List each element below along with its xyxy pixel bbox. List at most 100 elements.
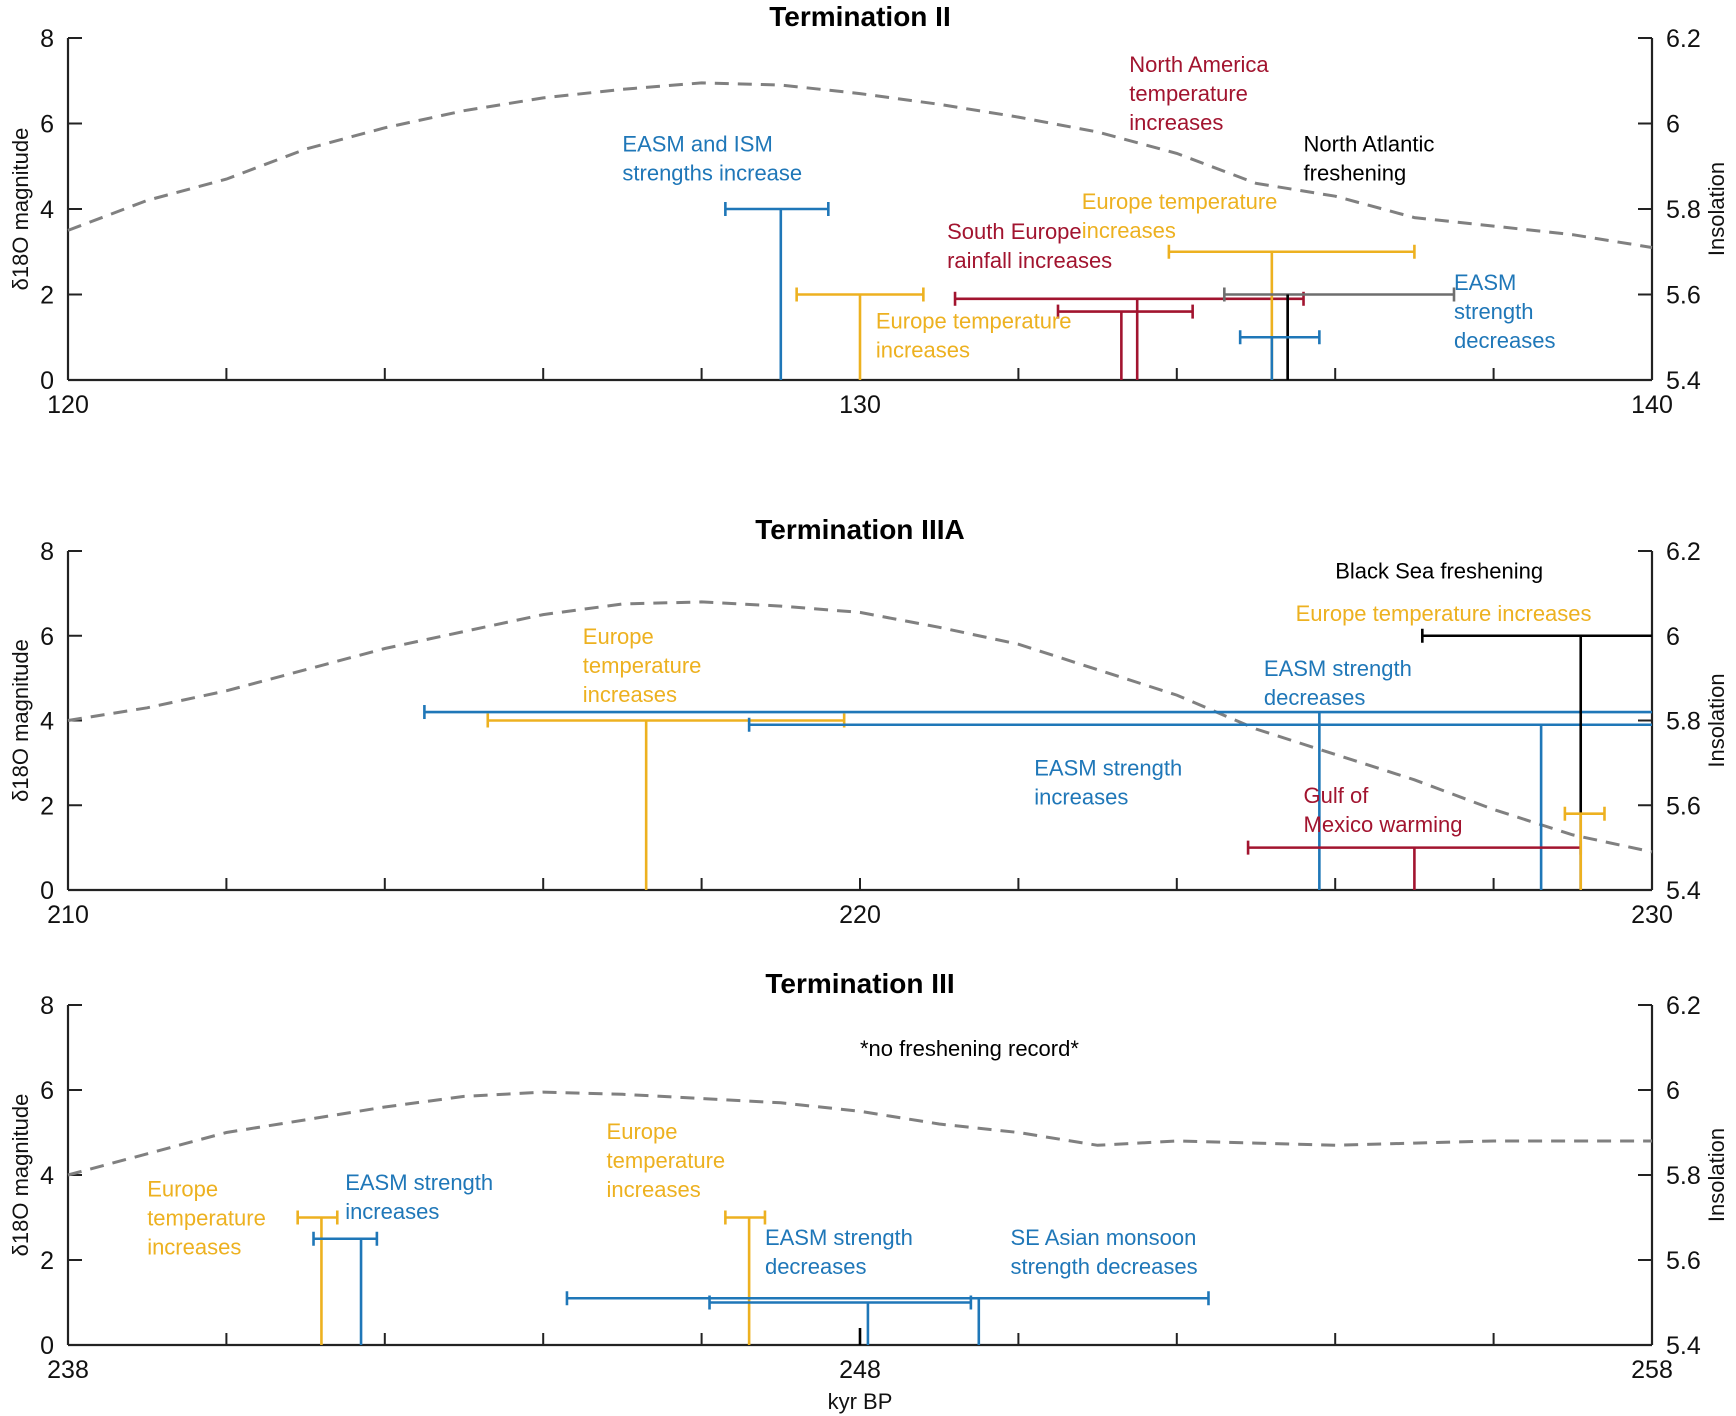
annotation-text: South Europe	[947, 219, 1082, 244]
y-tick-label: 4	[40, 708, 54, 736]
y-axis-label: δ18O magnitude	[8, 1094, 33, 1257]
annotation-text: Europe	[147, 1176, 218, 1201]
panel-2: Termination IIIA 210 220 230 0 2 4 6 8 5.4 5.6 5.8 6…	[8, 514, 1729, 929]
annotation-text: decreases	[765, 1254, 867, 1279]
y2-tick-label: 6	[1666, 111, 1680, 139]
y-tick-label: 6	[40, 111, 54, 139]
event-marker	[565, 1291, 1210, 1345]
x-tick-label: 120	[47, 391, 89, 419]
annotation-text: Europe temperature increases	[1296, 601, 1592, 626]
event-marker	[1563, 806, 1606, 890]
event-marker	[795, 287, 925, 380]
x-tick-label: 220	[839, 901, 881, 929]
panel-title: Termination III	[765, 968, 954, 999]
y2-tick-label: 5.6	[1666, 282, 1701, 310]
y2-tick-label: 5.8	[1666, 1162, 1701, 1190]
annotation-text: temperature	[607, 1148, 726, 1173]
annotation-text: Mexico warming	[1304, 812, 1463, 837]
y2-tick-label: 5.6	[1666, 1247, 1701, 1275]
annotation-text: increases	[607, 1177, 701, 1202]
y2-axis-label: Insolation	[1704, 1128, 1729, 1222]
y-axis-label: δ18O magnitude	[8, 639, 33, 802]
annotation-text: Black Sea freshening	[1335, 559, 1543, 584]
y-tick-label: 8	[40, 992, 54, 1020]
annotation-text: temperature	[147, 1205, 266, 1230]
x-tick-label: 258	[1631, 1356, 1673, 1384]
annotation-text: EASM strength	[1034, 756, 1182, 781]
y-tick-label: 4	[40, 1162, 54, 1190]
x-tick-label: 140	[1631, 391, 1673, 419]
x-tick-label: 230	[1631, 901, 1673, 929]
annotation-text: *no freshening record*	[860, 1036, 1079, 1061]
annotation-text: Europe	[583, 624, 654, 649]
y2-axis-label: Insolation	[1704, 673, 1729, 767]
event-marker	[708, 1295, 973, 1345]
x-tick-label: 130	[839, 391, 881, 419]
event-marker	[423, 705, 1652, 890]
annotation-text: increases	[1082, 218, 1176, 243]
panel-1: Termination II 120 130 140 0 2 4 6 8 5.4 5.6 5.8 6 6.…	[8, 1, 1729, 419]
annotation-text: EASM strength	[1264, 656, 1412, 681]
annotation-text: EASM strength	[345, 1170, 493, 1195]
panel-title: Termination IIIA	[755, 514, 965, 545]
annotation-text: strength	[1454, 299, 1534, 324]
event-marker	[747, 717, 1652, 890]
y2-axis-label: Insolation	[1704, 162, 1729, 256]
event-marker	[1238, 330, 1321, 380]
annotation-text: decreases	[1264, 685, 1366, 710]
annotation-text: Gulf of	[1304, 783, 1370, 808]
annotation-text: Europe temperature	[876, 309, 1072, 334]
annotation-text: increases	[147, 1234, 241, 1259]
y-tick-label: 2	[40, 1247, 54, 1275]
panel-3: Termination III 238 248 258 0 2 4 6 8 5.4 5.6 5.8 6 6…	[8, 968, 1729, 1414]
y2-tick-label: 5.4	[1666, 877, 1701, 905]
annotation-text: temperature	[583, 653, 702, 678]
event-marker	[724, 202, 830, 380]
insolation-curve	[67, 81, 1653, 249]
annotation-text: increases	[876, 338, 970, 363]
y-tick-label: 4	[40, 196, 54, 224]
x-tick-label: 210	[47, 901, 89, 929]
annotation-text: Europe	[607, 1119, 678, 1144]
annotation-text: increases	[583, 682, 677, 707]
event-marker	[1056, 304, 1194, 380]
event-marker	[312, 1231, 379, 1345]
annotation-text: North America	[1129, 52, 1269, 77]
annotation-text: temperature	[1129, 81, 1248, 106]
y-tick-label: 8	[40, 25, 54, 53]
annotation-text: North Atlantic	[1304, 131, 1435, 156]
annotation-text: EASM	[1454, 270, 1516, 295]
y-tick-label: 0	[40, 1332, 54, 1360]
annotation-text: Europe temperature	[1082, 189, 1278, 214]
y2-tick-label: 6	[1666, 1077, 1680, 1105]
x-tick-label: 248	[839, 1356, 881, 1384]
annotation-text: EASM and ISM	[622, 131, 772, 156]
y-tick-label: 2	[40, 792, 54, 820]
y-axis-label: δ18O magnitude	[8, 128, 33, 291]
y2-tick-label: 6.2	[1666, 992, 1701, 1020]
annotation-text: EASM strength	[765, 1225, 913, 1250]
annotation-text: increases	[1129, 110, 1223, 135]
y2-tick-label: 5.8	[1666, 708, 1701, 736]
y2-tick-label: 5.4	[1666, 367, 1701, 395]
annotation-text: strengths increase	[622, 160, 802, 185]
annotation-text: decreases	[1454, 328, 1556, 353]
annotation-text: strength decreases	[1010, 1254, 1197, 1279]
panel-title: Termination II	[769, 1, 951, 32]
annotation-text: rainfall increases	[947, 248, 1112, 273]
y-tick-label: 8	[40, 538, 54, 566]
y-tick-label: 0	[40, 877, 54, 905]
annotation-text: SE Asian monsoon	[1010, 1225, 1196, 1250]
y-tick-label: 2	[40, 282, 54, 310]
y2-tick-label: 5.8	[1666, 196, 1701, 224]
y-tick-label: 6	[40, 1077, 54, 1105]
event-marker	[486, 713, 846, 890]
y2-tick-label: 6	[1666, 623, 1680, 651]
annotation-text: freshening	[1304, 160, 1407, 185]
x-axis-label: kyr BP	[828, 1389, 893, 1414]
y2-tick-label: 5.4	[1666, 1332, 1701, 1360]
y-tick-label: 6	[40, 623, 54, 651]
y-tick-label: 0	[40, 367, 54, 395]
y2-tick-label: 6.2	[1666, 25, 1701, 53]
